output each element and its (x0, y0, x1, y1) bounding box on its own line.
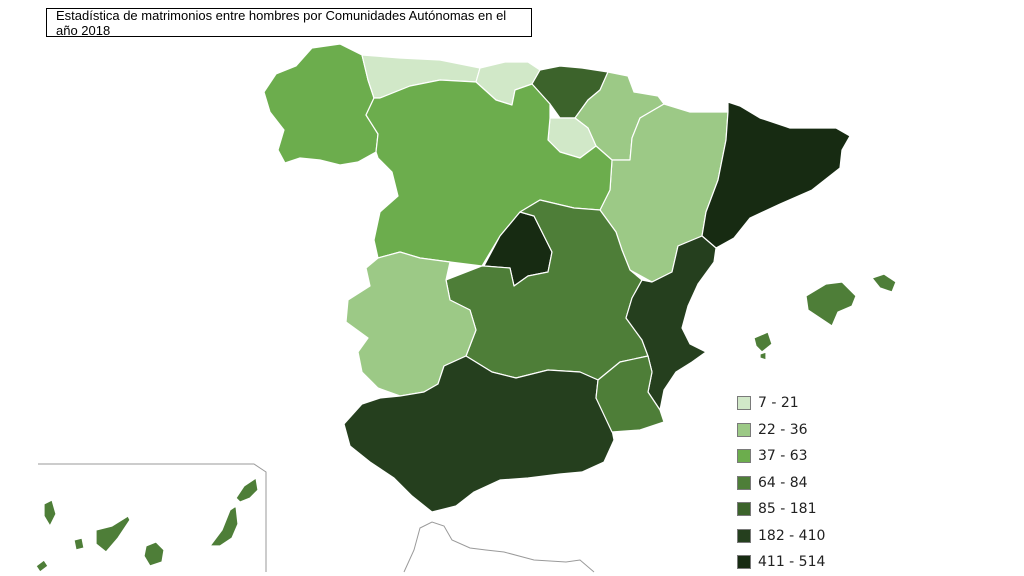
legend-item: 64 - 84 (737, 470, 825, 497)
legend-swatch (737, 502, 751, 517)
legend-label: 411 - 514 (758, 554, 826, 571)
legend-label: 22 - 36 (758, 421, 808, 438)
north-africa-coast (403, 521, 595, 573)
legend-label: 7 - 21 (758, 395, 799, 412)
legend-item: 182 - 410 (737, 523, 825, 550)
legend-label: 182 - 410 (758, 527, 826, 544)
legend-swatch (737, 528, 751, 543)
legend-item: 37 - 63 (737, 443, 825, 470)
map-title: Estadística de matrimonios entre hombres… (46, 8, 532, 38)
legend-label: 37 - 63 (758, 448, 808, 465)
legend-item: 85 - 181 (737, 496, 825, 523)
legend-swatch (737, 396, 751, 411)
legend-item: 22 - 36 (737, 417, 825, 444)
region-islas-baleares[interactable] (753, 273, 897, 361)
legend-label: 64 - 84 (758, 474, 808, 491)
legend-label: 85 - 181 (758, 501, 817, 518)
legend-swatch (737, 475, 751, 490)
region-canarias[interactable] (35, 477, 259, 573)
region-murcia[interactable] (595, 355, 665, 433)
legend-swatch (737, 449, 751, 464)
legend-item: 411 - 514 (737, 549, 825, 576)
region-cataluna[interactable] (701, 101, 851, 249)
legend-swatch (737, 422, 751, 437)
canarias-inset-frame (38, 463, 267, 572)
legend-swatch (737, 555, 751, 570)
map-legend: 7 - 21 22 - 36 37 - 63 64 - 84 85 - 181 … (737, 390, 825, 576)
region-galicia[interactable] (263, 43, 379, 166)
region-andalucia[interactable] (343, 355, 615, 513)
legend-item: 7 - 21 (737, 390, 825, 417)
